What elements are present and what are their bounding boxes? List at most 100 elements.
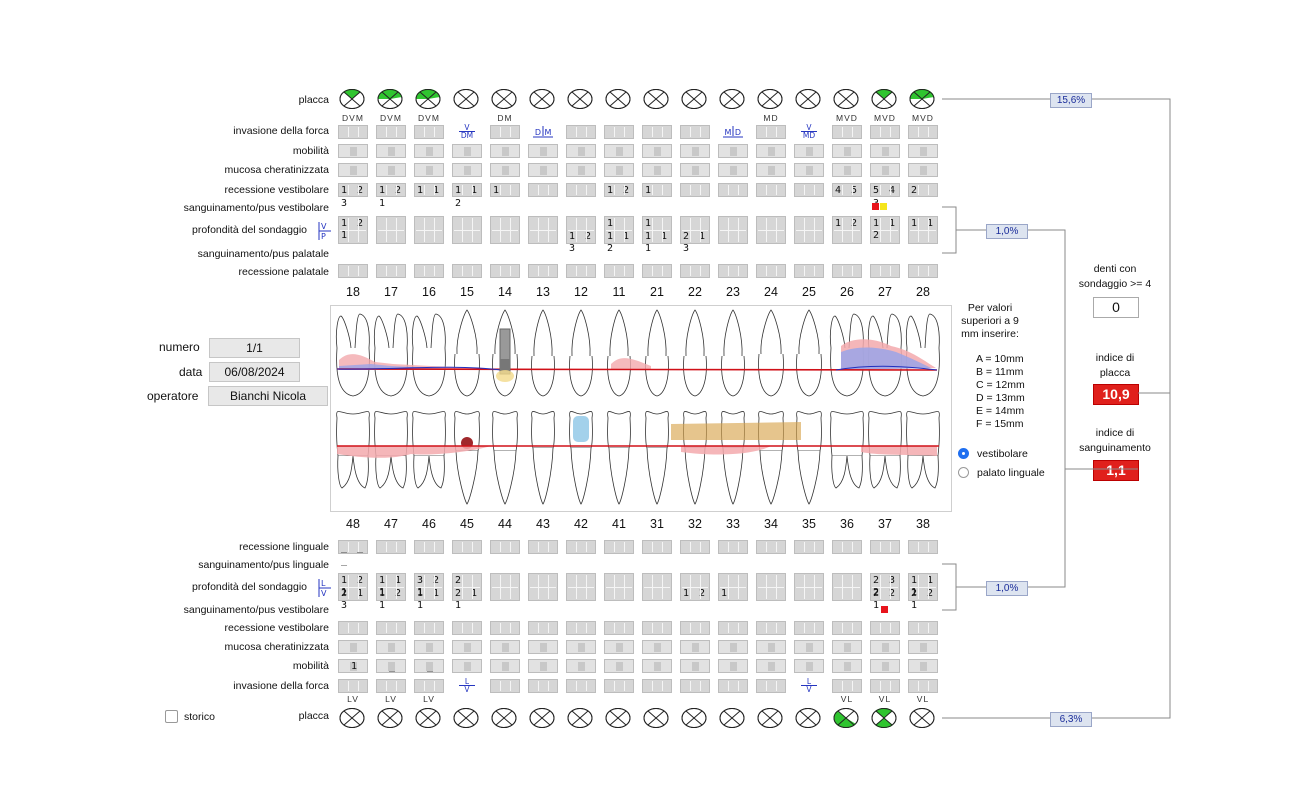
probing-cell-upper[interactable]: 1 1 [908, 216, 938, 244]
keratinized-cell-lower[interactable] [528, 640, 558, 654]
mobility-cell-upper[interactable] [642, 144, 672, 158]
keratinized-cell-lower[interactable] [376, 640, 406, 654]
furcation-cell-lower[interactable] [376, 679, 406, 693]
furcation-cell-lower[interactable] [870, 679, 900, 693]
furcation-cell-lower[interactable] [756, 679, 786, 693]
mobility-cell-upper[interactable] [870, 144, 900, 158]
recession-vest-cell-lower[interactable] [452, 621, 482, 635]
mobility-cell-upper[interactable] [680, 144, 710, 158]
mobility-cell-upper[interactable] [338, 144, 368, 158]
keratinized-cell-upper[interactable] [604, 163, 634, 177]
recession-vest-cell-upper[interactable] [566, 183, 596, 197]
mobility-cell-upper[interactable] [604, 144, 634, 158]
furcation-cell-lower[interactable] [642, 679, 672, 693]
keratinized-cell-upper[interactable] [452, 163, 482, 177]
recession-vest-cell-lower[interactable] [414, 621, 444, 635]
keratinized-cell-upper[interactable] [414, 163, 444, 177]
plaque-indicator-upper[interactable] [529, 89, 555, 109]
plaque-indicator-upper[interactable] [453, 89, 479, 109]
plaque-indicator-lower[interactable] [643, 708, 669, 728]
furcation-cell-upper[interactable] [908, 125, 938, 139]
recession-vest-cell-lower[interactable] [490, 621, 520, 635]
recession-vest-cell-upper[interactable]: 2 [908, 183, 938, 197]
keratinized-cell-upper[interactable] [794, 163, 824, 177]
probing-cell-lower[interactable] [528, 573, 558, 601]
mobility-cell-upper[interactable] [414, 144, 444, 158]
furcation-cell-lower[interactable] [832, 679, 862, 693]
recession-pal-cell-upper[interactable] [642, 264, 672, 278]
furcation-cell-lower[interactable] [490, 679, 520, 693]
keratinized-cell-lower[interactable] [718, 640, 748, 654]
recession-ling-cell-lower[interactable] [604, 540, 634, 554]
furcation-cell-upper[interactable] [604, 125, 634, 139]
recession-ling-cell-lower[interactable] [870, 540, 900, 554]
recession-vest-cell-upper[interactable]: 1 [642, 183, 672, 197]
furcation-cell-upper[interactable] [376, 125, 406, 139]
probing-cell-lower[interactable]: 2 2 1 1 [452, 573, 482, 611]
plaque-indicator-lower[interactable] [529, 708, 555, 728]
keratinized-cell-upper[interactable] [490, 163, 520, 177]
recession-vest-cell-lower[interactable] [832, 621, 862, 635]
mobility-cell-upper[interactable] [832, 144, 862, 158]
plaque-indicator-upper[interactable] [415, 88, 441, 109]
probing-cell-upper[interactable]: 1 2 1 [338, 216, 368, 244]
probing-cell-lower[interactable] [832, 573, 862, 601]
mobility-cell-upper[interactable] [794, 144, 824, 158]
probing-cell-upper[interactable] [452, 216, 482, 244]
recession-pal-cell-upper[interactable] [794, 264, 824, 278]
recession-vest-cell-upper[interactable] [718, 183, 748, 197]
plaque-indicator-lower[interactable] [453, 708, 479, 728]
recession-pal-cell-upper[interactable] [490, 264, 520, 278]
recession-pal-cell-upper[interactable] [870, 264, 900, 278]
mobility-cell-upper[interactable] [376, 144, 406, 158]
mobility-cell-lower[interactable] [756, 659, 786, 673]
plaque-indicator-lower[interactable] [719, 708, 745, 728]
operatore-field[interactable]: Bianchi Nicola [208, 386, 328, 406]
keratinized-cell-upper[interactable] [566, 163, 596, 177]
keratinized-cell-lower[interactable] [452, 640, 482, 654]
furcation-cell-lower[interactable] [680, 679, 710, 693]
recession-ling-cell-lower[interactable] [756, 540, 786, 554]
furcation-cell-lower[interactable] [528, 679, 558, 693]
recession-vest-cell-lower[interactable] [338, 621, 368, 635]
probing-cell-lower[interactable] [490, 573, 520, 601]
probing-cell-upper[interactable] [414, 216, 444, 244]
mobility-cell-upper[interactable] [566, 144, 596, 158]
teeth-diagram[interactable] [330, 305, 952, 512]
recession-vest-cell-upper[interactable]: 1 2 [604, 183, 634, 197]
plaque-indicator-lower[interactable] [909, 708, 935, 728]
recession-vest-cell-upper[interactable]: 1 [490, 183, 520, 197]
keratinized-cell-lower[interactable] [870, 640, 900, 654]
vestibular-radio-label[interactable]: vestibolare [977, 448, 1028, 460]
recession-vest-cell-upper[interactable]: 4 5 [832, 183, 862, 197]
probing-cell-upper[interactable]: 1 2 [832, 216, 862, 244]
plaque-indicator-upper[interactable] [871, 88, 897, 109]
recession-vest-cell-lower[interactable] [794, 621, 824, 635]
recession-pal-cell-upper[interactable] [414, 264, 444, 278]
keratinized-cell-upper[interactable] [756, 163, 786, 177]
recession-vest-cell-upper[interactable] [794, 183, 824, 197]
recession-vest-cell-upper[interactable]: 1 2 1 [376, 183, 406, 209]
probing-cell-lower[interactable]: 1 [718, 573, 748, 601]
probing-cell-lower[interactable] [642, 573, 672, 601]
recession-ling-cell-lower[interactable] [908, 540, 938, 554]
recession-ling-cell-lower[interactable] [376, 540, 406, 554]
furcation-cell-lower[interactable] [338, 679, 368, 693]
probing-cell-lower[interactable] [604, 573, 634, 601]
keratinized-cell-lower[interactable] [680, 640, 710, 654]
probing-cell-upper[interactable] [794, 216, 824, 244]
mobility-cell-lower[interactable]: 1 [338, 659, 368, 673]
probing-cell-lower[interactable]: 1 2 [680, 573, 710, 601]
mobility-cell-lower[interactable] [718, 659, 748, 673]
mobility-cell-upper[interactable] [490, 144, 520, 158]
keratinized-cell-lower[interactable] [338, 640, 368, 654]
numero-field[interactable]: 1/1 [209, 338, 300, 358]
recession-ling-cell-lower[interactable] [680, 540, 710, 554]
keratinized-cell-lower[interactable] [756, 640, 786, 654]
history-checkbox[interactable] [165, 710, 178, 723]
furcation-cell-upper[interactable] [870, 125, 900, 139]
